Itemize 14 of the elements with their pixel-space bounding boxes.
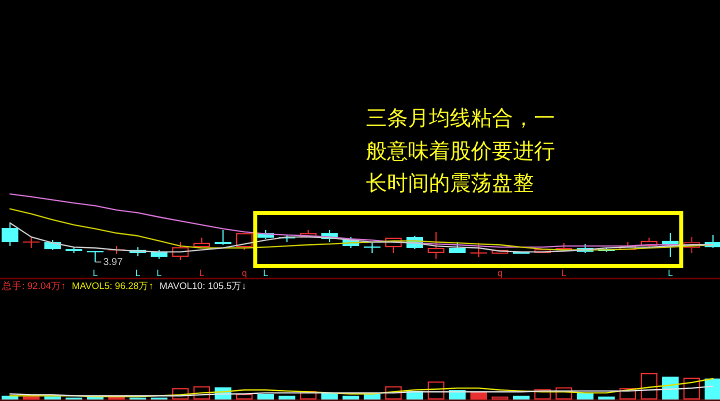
text: MAVOL5: 96.28万↑ [72,281,154,292]
x-tick-label: L [263,268,268,278]
text: 三条月均线粘合，一般意味着股价要进行长时间的震荡盘整 [366,105,556,197]
x-tick-label: q [497,268,502,278]
x-tick-label: q [242,268,247,278]
annotation: 3.97 [103,257,124,268]
x-tick-label: L [668,268,673,278]
text: MAVOL10: 105.5万↓ [159,281,246,292]
x-tick-label: L [561,268,566,278]
x-tick-label: L [156,268,162,278]
x-tick-label: L [135,268,140,278]
x-tick-label: L [92,268,98,278]
x-tick-label: L [199,268,204,278]
chart-title: 总手: 92.04万↑ [1,280,66,292]
